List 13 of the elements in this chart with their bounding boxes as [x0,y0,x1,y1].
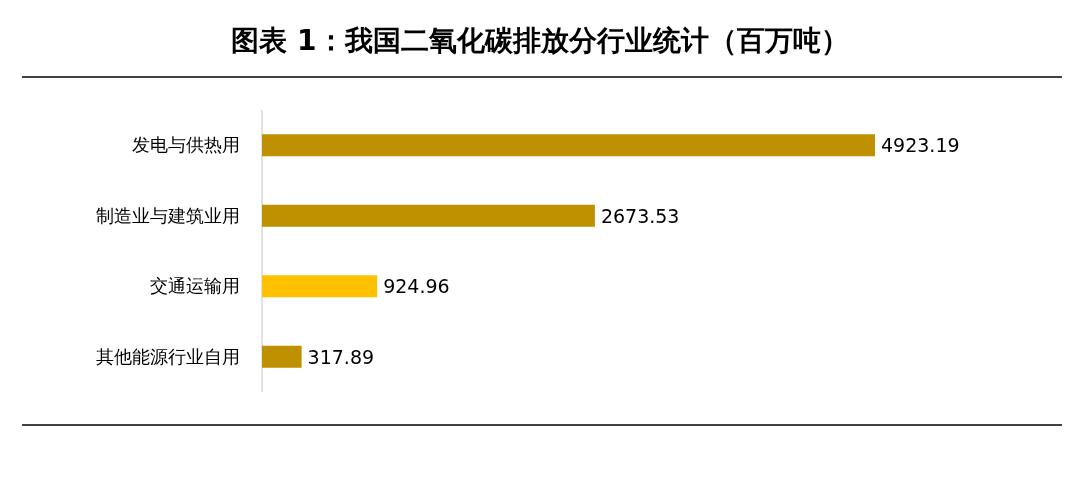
y-tick-label: 其他能源行业自用 [96,345,240,367]
bar [262,275,378,298]
chart-title: 图表 1：我国二氧化碳排放分行业统计（百万吨） [231,24,849,57]
data-label: 317.89 [307,345,375,368]
bar [262,345,302,368]
data-label: 924.96 [383,275,450,298]
bar [262,204,595,227]
data-label: 2673.53 [600,204,680,227]
y-tick-label: 制造业与建筑业用 [96,204,240,226]
bar [262,134,875,157]
data-label: 4923.19 [881,134,960,157]
y-tick-label: 交通运输用 [150,275,240,297]
y-tick-label: 发电与供热用 [132,134,240,156]
